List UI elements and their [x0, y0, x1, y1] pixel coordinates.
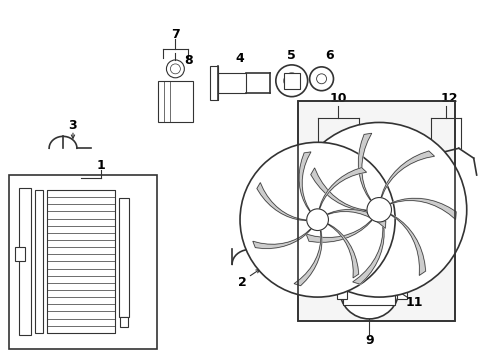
- Circle shape: [424, 198, 464, 238]
- Text: 12: 12: [440, 92, 458, 105]
- Circle shape: [367, 198, 392, 222]
- Circle shape: [171, 64, 180, 74]
- Bar: [119, 198, 129, 317]
- Text: 5: 5: [287, 49, 296, 63]
- Text: 6: 6: [325, 49, 334, 63]
- Bar: [158, 81, 193, 122]
- Text: 11: 11: [405, 296, 423, 309]
- Bar: [343, 277, 395, 305]
- Circle shape: [167, 60, 184, 78]
- Polygon shape: [257, 183, 306, 221]
- Circle shape: [310, 67, 334, 91]
- Polygon shape: [353, 222, 384, 284]
- Circle shape: [357, 277, 381, 301]
- Text: 4: 4: [236, 53, 245, 66]
- Bar: [397, 281, 407, 299]
- Bar: [210, 66, 218, 100]
- Polygon shape: [391, 198, 456, 220]
- Bar: [276, 222, 294, 235]
- Circle shape: [340, 260, 399, 319]
- Circle shape: [240, 142, 395, 297]
- Polygon shape: [311, 168, 366, 211]
- Polygon shape: [391, 215, 426, 275]
- Bar: [9, 175, 156, 349]
- Circle shape: [292, 122, 467, 297]
- Bar: [15, 247, 25, 261]
- Polygon shape: [306, 220, 372, 242]
- Polygon shape: [319, 168, 367, 208]
- Text: 1: 1: [97, 159, 105, 172]
- Bar: [19, 188, 31, 335]
- Circle shape: [317, 74, 326, 84]
- Bar: [120, 317, 128, 327]
- Polygon shape: [294, 231, 322, 286]
- Circle shape: [307, 209, 328, 230]
- Text: 8: 8: [184, 54, 193, 67]
- Circle shape: [436, 210, 452, 226]
- Bar: [47, 190, 115, 333]
- Circle shape: [421, 168, 441, 188]
- Bar: [284, 73, 300, 89]
- Bar: [35, 190, 43, 333]
- Circle shape: [276, 65, 308, 96]
- Bar: [338, 281, 347, 299]
- Text: 10: 10: [330, 92, 347, 105]
- Polygon shape: [358, 133, 372, 200]
- Text: 7: 7: [171, 28, 180, 41]
- Text: 9: 9: [365, 334, 373, 347]
- Polygon shape: [299, 152, 311, 211]
- Circle shape: [405, 152, 457, 204]
- Bar: [298, 100, 455, 321]
- Text: 2: 2: [238, 276, 246, 289]
- Polygon shape: [253, 229, 311, 248]
- Circle shape: [284, 73, 300, 89]
- Polygon shape: [328, 210, 386, 228]
- Polygon shape: [381, 151, 435, 197]
- Text: 3: 3: [69, 119, 77, 132]
- Bar: [298, 100, 455, 321]
- Polygon shape: [328, 224, 359, 278]
- Bar: [218, 73, 246, 93]
